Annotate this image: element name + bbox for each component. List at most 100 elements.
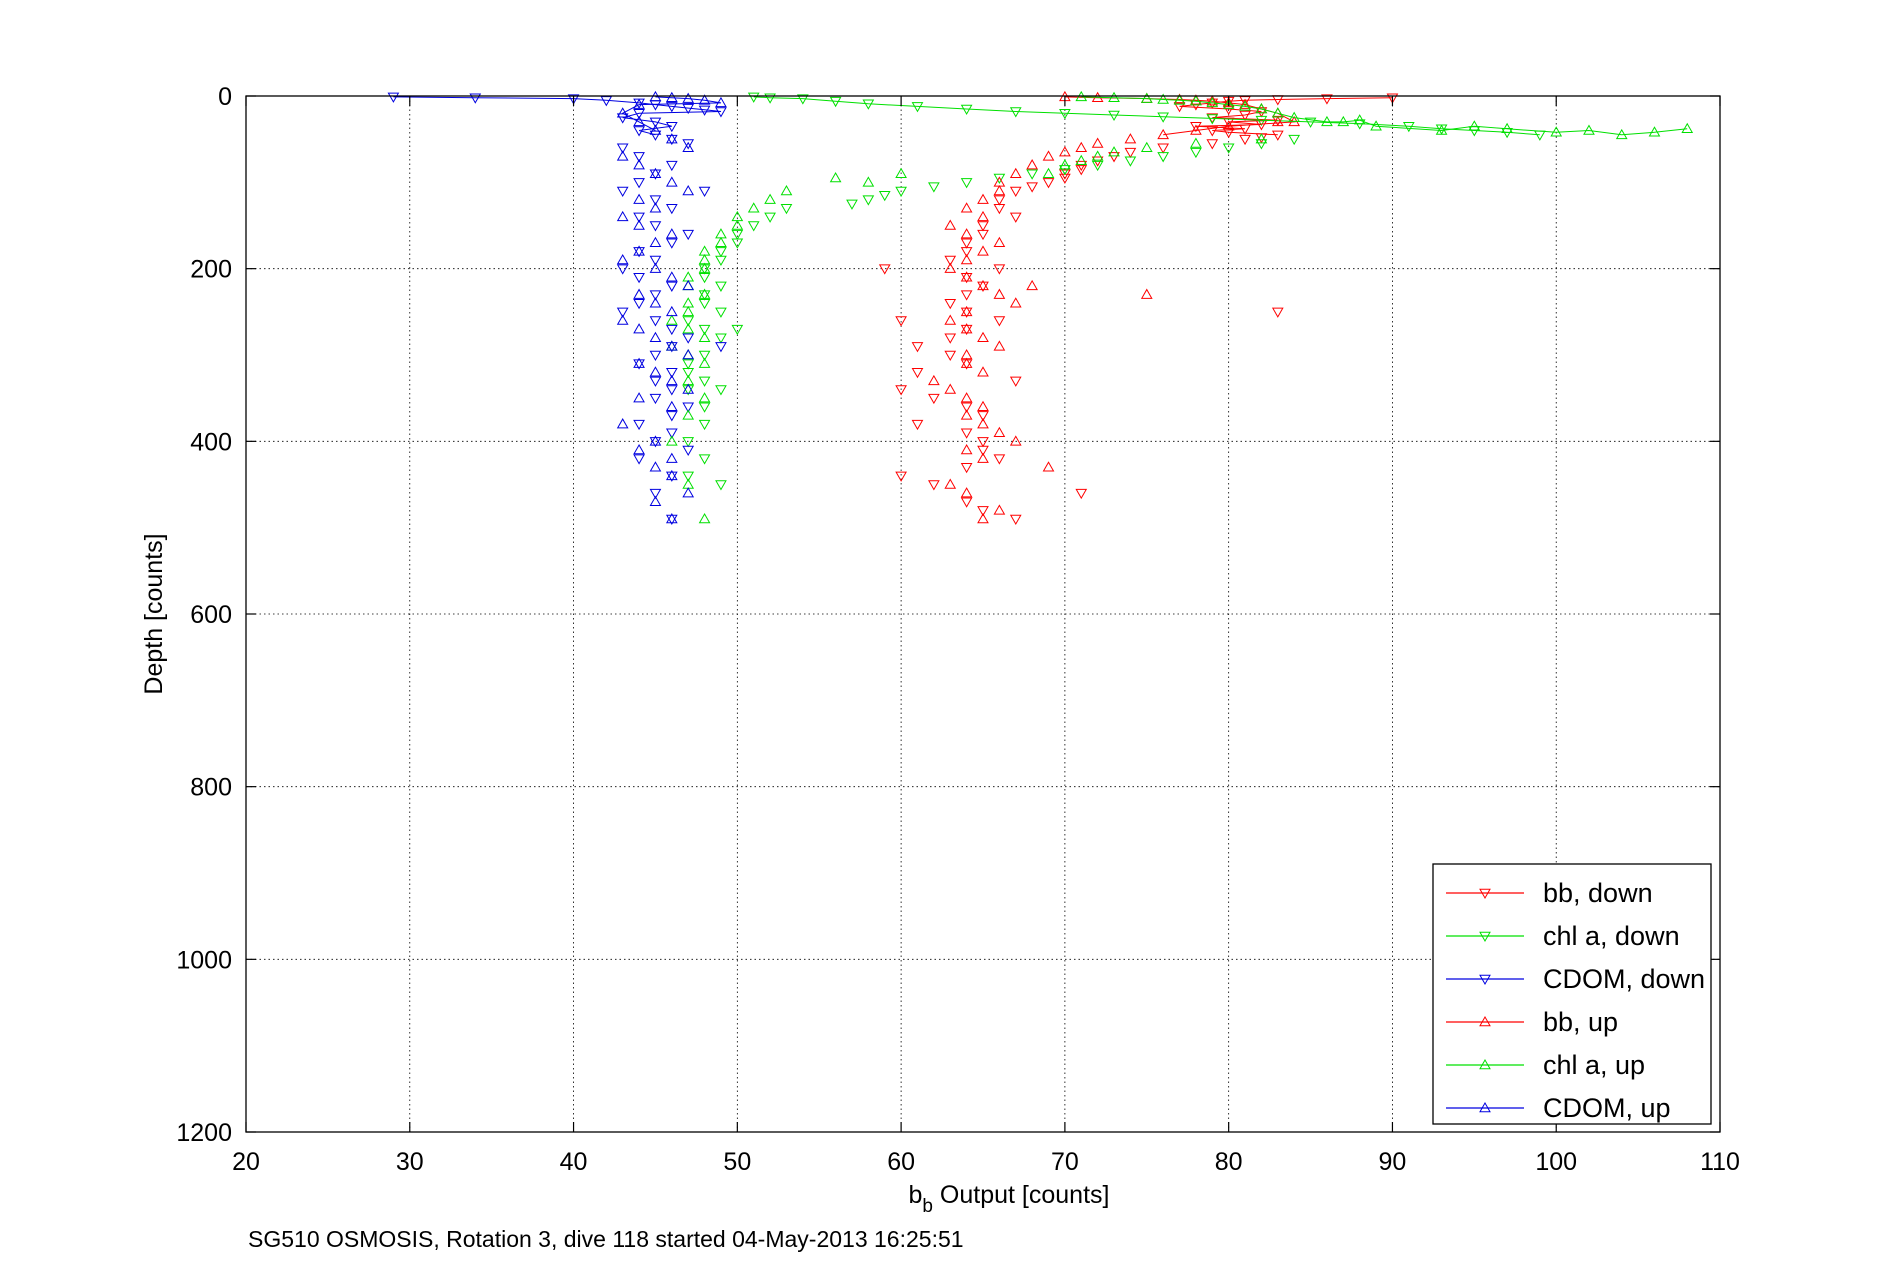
data-point bbox=[944, 350, 957, 362]
x-tick-label: 110 bbox=[1700, 1148, 1740, 1176]
data-point bbox=[993, 195, 1006, 206]
data-point bbox=[747, 221, 760, 232]
data-point bbox=[780, 184, 793, 196]
data-point bbox=[1108, 146, 1120, 157]
data-point bbox=[960, 104, 973, 115]
data-point bbox=[633, 357, 645, 368]
data-point bbox=[682, 141, 695, 153]
series-5 bbox=[616, 90, 727, 524]
axis-ticks: 20 30 40 50 60 70 80 90 100 110 0 200 400 600 800 1000 1… bbox=[176, 83, 1740, 1176]
data-point bbox=[1026, 159, 1038, 170]
data-point bbox=[698, 331, 711, 342]
data-point bbox=[960, 202, 973, 213]
data-point bbox=[1190, 147, 1202, 159]
data-point bbox=[960, 324, 973, 336]
data-point bbox=[780, 203, 793, 215]
data-point bbox=[1304, 117, 1317, 128]
data-point bbox=[682, 333, 695, 344]
data-point bbox=[649, 290, 662, 301]
data-point bbox=[682, 348, 695, 360]
legend-marker bbox=[1479, 1015, 1491, 1027]
data-point bbox=[977, 245, 989, 256]
x-axis-label: bb Output [counts] bbox=[909, 1181, 1110, 1217]
data-point bbox=[698, 264, 711, 275]
data-point bbox=[649, 255, 662, 267]
data-point bbox=[649, 202, 662, 213]
data-point bbox=[993, 288, 1006, 299]
y-tick-label: 200 bbox=[190, 256, 232, 284]
data-point bbox=[993, 184, 1006, 196]
data-point bbox=[960, 323, 973, 334]
legend-marker bbox=[1479, 974, 1491, 986]
data-point bbox=[698, 105, 711, 116]
data-point bbox=[715, 107, 727, 118]
data-point bbox=[1124, 156, 1137, 167]
data-point bbox=[665, 203, 678, 215]
data-point bbox=[1157, 112, 1170, 123]
data-point bbox=[764, 193, 776, 204]
data-point bbox=[1140, 92, 1153, 103]
data-point bbox=[928, 480, 940, 491]
data-point bbox=[665, 305, 678, 317]
data-point bbox=[764, 212, 776, 223]
y-tick-label: 600 bbox=[190, 601, 232, 629]
y-axis-label: Depth [counts] bbox=[140, 533, 168, 694]
data-point bbox=[977, 437, 989, 448]
data-point bbox=[911, 419, 924, 431]
legend-label: CDOM, up bbox=[1543, 1093, 1671, 1123]
data-point bbox=[1271, 107, 1284, 118]
data-point bbox=[944, 314, 957, 325]
data-point bbox=[1435, 124, 1448, 135]
data-point bbox=[911, 368, 924, 379]
data-point bbox=[960, 254, 973, 265]
data-point bbox=[665, 91, 678, 102]
x-tick-label: 90 bbox=[1379, 1148, 1407, 1176]
data-point bbox=[633, 219, 645, 230]
data-point bbox=[682, 103, 695, 115]
data-point bbox=[1255, 107, 1268, 118]
data-point bbox=[1157, 152, 1170, 163]
data-point bbox=[1157, 128, 1170, 140]
data-point bbox=[977, 229, 989, 241]
data-point bbox=[1222, 98, 1235, 109]
legend-entry: bb, down bbox=[1446, 878, 1653, 908]
data-point bbox=[616, 418, 629, 429]
data-point bbox=[698, 350, 711, 362]
data-point bbox=[665, 133, 678, 144]
data-point bbox=[993, 340, 1006, 351]
data-point bbox=[649, 167, 662, 178]
data-point bbox=[633, 115, 645, 127]
data-point bbox=[682, 359, 695, 370]
legend-label: chl a, down bbox=[1543, 921, 1680, 951]
data-point bbox=[665, 513, 678, 524]
grid-lines bbox=[246, 96, 1720, 1132]
data-point bbox=[1190, 95, 1202, 106]
data-point bbox=[928, 374, 940, 386]
data-point bbox=[944, 262, 957, 273]
data-point bbox=[1468, 120, 1481, 131]
data-point bbox=[698, 402, 711, 413]
legend-entry: CDOM, down bbox=[1446, 964, 1705, 994]
data-point bbox=[1009, 435, 1022, 446]
data-point bbox=[665, 400, 678, 412]
data-point bbox=[1321, 94, 1333, 105]
data-point bbox=[1091, 160, 1104, 172]
data-point bbox=[698, 290, 711, 301]
data-point bbox=[1550, 126, 1563, 137]
data-point bbox=[1222, 117, 1235, 128]
data-point bbox=[977, 193, 989, 204]
data-point bbox=[715, 236, 727, 248]
data-point bbox=[665, 176, 678, 187]
data-point bbox=[960, 497, 973, 508]
data-point bbox=[682, 316, 695, 327]
data-point bbox=[977, 452, 989, 463]
data-point bbox=[1239, 134, 1251, 146]
data-point bbox=[633, 159, 645, 170]
data-point bbox=[1091, 137, 1104, 148]
data-point bbox=[1140, 288, 1153, 299]
data-point bbox=[862, 99, 875, 110]
data-point bbox=[993, 203, 1006, 215]
data-point bbox=[665, 514, 678, 526]
data-point bbox=[616, 254, 629, 265]
data-point bbox=[682, 409, 695, 420]
